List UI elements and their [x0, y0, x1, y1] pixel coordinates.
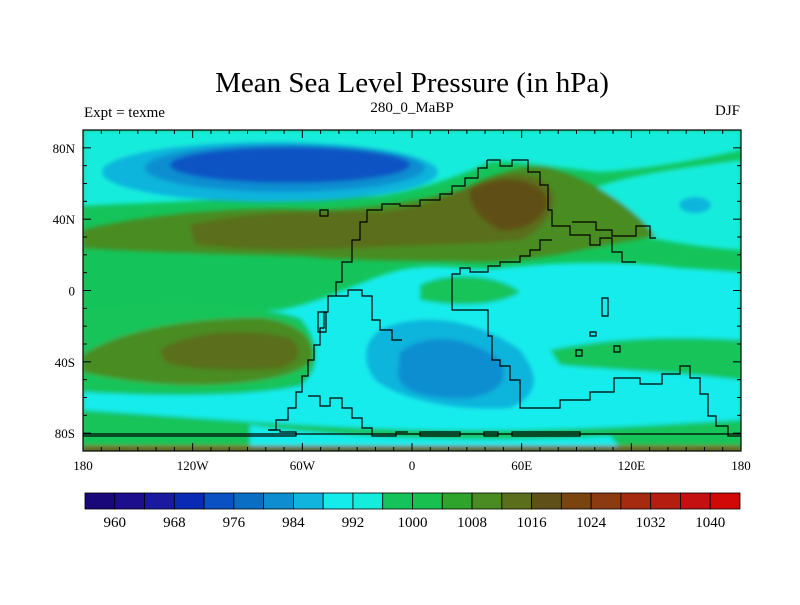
coastline-mid-coast	[451, 239, 552, 409]
chart-title: Mean Sea Level Pressure (in hPa)	[215, 67, 609, 99]
experiment-label: Expt = texme	[84, 105, 165, 121]
y-tick-label: 40S	[55, 355, 75, 370]
green-central-tropics	[420, 276, 520, 305]
green-south-east	[550, 338, 741, 380]
island-block-c	[575, 349, 583, 357]
coastline-outlines	[83, 159, 741, 437]
y-tick-label: 0	[69, 284, 76, 299]
aleutian-low-inner	[170, 147, 410, 183]
colorbar-swatch	[263, 492, 294, 510]
colorbar-label: 1000	[398, 515, 428, 531]
x-tick-label: 0	[409, 458, 416, 473]
colorbar-swatch	[382, 492, 413, 510]
colorbar-label: 1032	[636, 515, 666, 531]
colorbar-swatch	[233, 492, 265, 510]
colorbar-swatch	[501, 492, 532, 510]
island-block-e	[589, 331, 597, 337]
colorbar-label: 1040	[695, 515, 725, 531]
x-tick-label: 120E	[618, 458, 646, 473]
coastline-australia	[540, 365, 741, 437]
colorbar-swatch	[173, 492, 205, 510]
colorbar-label: 968	[163, 515, 186, 531]
coastline-africa	[487, 159, 636, 263]
colorbar-label: 1008	[457, 515, 487, 531]
colorbar-swatch	[620, 492, 652, 510]
island-block-h	[511, 431, 581, 437]
colorbar-swatch	[471, 492, 503, 510]
island-block-g	[483, 431, 499, 437]
x-tick-label: 60E	[511, 458, 532, 473]
cyan-southern-strip	[250, 425, 620, 447]
colorbar-swatch	[441, 492, 473, 510]
colorbar-label: 960	[104, 515, 127, 531]
high-south-core	[160, 332, 299, 370]
colorbar-swatch	[203, 492, 235, 510]
high-north-peak	[469, 179, 548, 231]
x-axis: 180 120W 60W 0 60E 120E 180	[73, 130, 751, 473]
colorbar-label: 984	[282, 515, 305, 531]
colorbar-label: 992	[342, 515, 365, 531]
season-label: DJF	[715, 103, 740, 119]
colorbar-label: 1016	[517, 515, 548, 531]
island-block-f	[319, 209, 329, 217]
colorbar-swatch	[412, 492, 443, 510]
colorbar-swatch	[680, 492, 711, 510]
island-block-b	[601, 297, 609, 317]
pressure-field	[83, 130, 741, 451]
coastline-east-asia	[572, 221, 656, 239]
colorbar-swatch	[322, 492, 354, 510]
coastline-south-america	[336, 289, 402, 341]
x-tick-label: 60W	[290, 458, 316, 473]
colorbar-swatch	[84, 492, 116, 510]
colorbar: 960 968 976 984 992 1000 1008 1016 1024 1032 1040	[84, 492, 741, 531]
period-label: 280_0_MaBP	[370, 100, 453, 116]
colorbar-swatch	[352, 492, 384, 510]
island-block-i	[419, 431, 461, 437]
colorbar-swatch	[709, 492, 741, 510]
coastline-main	[268, 160, 488, 431]
y-axis: 80N 40N 0 40S 80S	[53, 129, 741, 452]
colorbar-swatch	[114, 492, 145, 510]
cyan-eddy-north-east	[679, 197, 711, 213]
coastline-antarctic-rim	[83, 429, 297, 437]
island-block-a	[317, 311, 327, 333]
colorbar-swatch	[531, 492, 562, 510]
colorbar-swatch	[144, 492, 175, 510]
colorbar-swatch	[293, 492, 324, 510]
colorbar-swatch	[590, 492, 622, 510]
x-tick-label: 180	[731, 458, 751, 473]
colorbar-swatch	[650, 492, 681, 510]
y-tick-label: 80S	[55, 426, 75, 441]
colorbar-label: 1024	[576, 515, 607, 531]
x-tick-label: 180	[73, 458, 93, 473]
high-north-core	[190, 174, 554, 250]
island-block-d	[613, 345, 621, 353]
x-tick-label: 120W	[177, 458, 210, 473]
south-low-inner	[398, 338, 504, 399]
y-tick-label: 40N	[53, 212, 76, 227]
colorbar-label: 976	[223, 515, 246, 531]
colorbar-swatch	[560, 492, 592, 510]
y-tick-label: 80N	[53, 141, 76, 156]
coastline-southern	[308, 395, 408, 437]
